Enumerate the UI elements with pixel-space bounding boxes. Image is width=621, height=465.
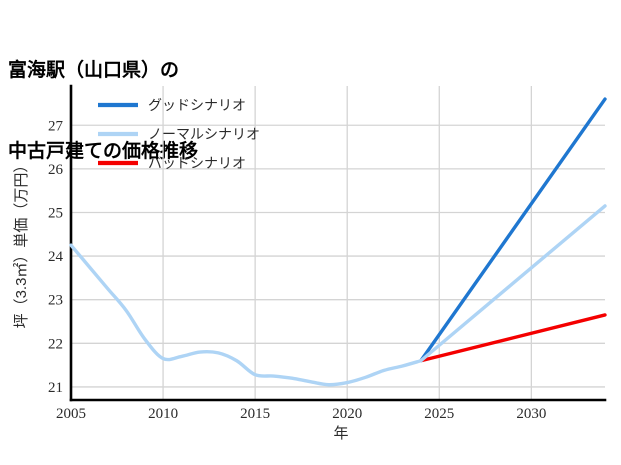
y-axis-title: 坪（3.3㎡）単価（万円） [13,158,30,329]
y-tick-label: 22 [48,336,63,352]
x-tick-label: 2015 [240,406,270,422]
series-line-forecast-bad [419,313,607,363]
series-line-forecast-normal [419,204,607,363]
series-line-forecast-good [419,97,607,363]
y-tick-label: 21 [48,380,63,396]
series-line-history-normal [69,243,423,387]
page-title: 富海駅（山口県）の 中古戸建ての価格推移 [8,4,608,220]
x-tick-label: 2010 [148,406,178,422]
series-layer [69,97,607,387]
legend-item-bad[interactable]: バッドシナリオ [98,155,246,171]
legend-label-good: グッドシナリオ [148,97,246,113]
x-tick-label: 2025 [424,406,454,422]
legend-label-normal: ノーマルシナリオ [148,126,260,142]
x-tick-label: 2005 [56,406,86,422]
page-title-line-2: 中古戸建ての価格推移 [8,140,199,162]
x-axis-title: 年 [333,425,348,442]
legend-item-normal[interactable]: ノーマルシナリオ [98,126,260,142]
y-tick-label: 23 [48,293,63,309]
legend-label-bad: バッドシナリオ [148,155,246,171]
axis-spines [69,84,607,402]
page-title-line-1: 富海駅（山口県）の [8,59,180,81]
legend-item-good[interactable]: グッドシナリオ [98,97,246,113]
y-tick-label: 27 [48,118,64,134]
y-tick-label: 25 [48,205,63,221]
x-tick-label: 2030 [516,406,546,422]
y-tick-labels: 21 22 23 24 25 26 27 [48,118,64,396]
x-tick-labels: 2005 2010 2015 2020 2025 2030 [56,406,546,422]
y-tick-label: 24 [48,249,64,265]
y-tick-label: 26 [48,162,64,178]
x-tick-label: 2020 [332,406,362,422]
